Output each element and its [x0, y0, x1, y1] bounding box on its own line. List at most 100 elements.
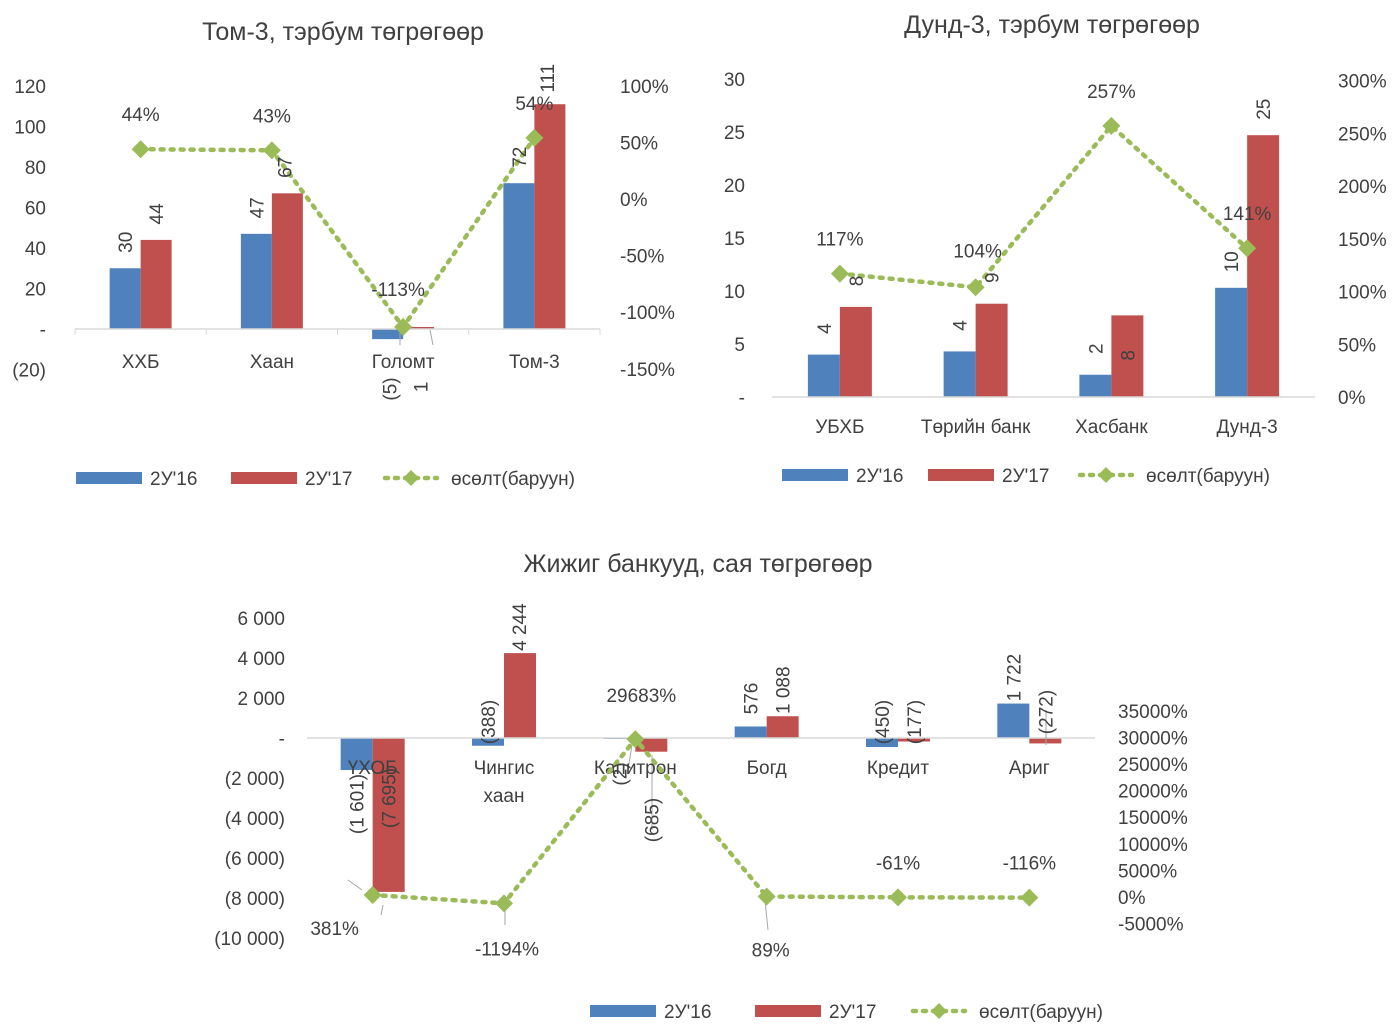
- legend-swatch-y17-dund3: [928, 469, 994, 481]
- legend-swatch-y17-small: [755, 1005, 821, 1017]
- growth-line-tom3: [138, 135, 537, 331]
- category-label-tom3-3: Том-3: [509, 352, 560, 373]
- bar-value-label-dund3-y17-2: 8: [1118, 350, 1139, 361]
- bar-small-y16-5: [997, 703, 1030, 738]
- bar-value-label-tom3-y17-3: 111: [538, 64, 559, 93]
- y-tick-label-tom3: 80: [25, 158, 46, 179]
- y-tick-label-dund3: 10: [724, 282, 745, 303]
- bar-value-label-tom3-y17-1: 67: [275, 157, 296, 178]
- y2-tick-label-dund3: 100%: [1338, 283, 1387, 304]
- growth-value-label-small-1: -1194%: [475, 939, 539, 960]
- bar-value-label-dund3-y16-0: 4: [815, 323, 836, 334]
- bar-value-label-small-y17-3: 1 088: [774, 666, 795, 714]
- growth-value-label-small-3: 89%: [752, 941, 790, 962]
- growth-value-label-small-4: -61%: [876, 853, 920, 874]
- growth-marker-small-1: [495, 894, 513, 913]
- category-label-tom3-1: Хаан: [250, 352, 294, 373]
- leader-line-small-3: [380, 904, 384, 916]
- bar-tom3-y17-0: [140, 239, 172, 329]
- legend-swatch-y17-tom3: [231, 472, 297, 484]
- legend-swatch-y16-dund3: [782, 469, 848, 481]
- legend-label-y17-small: 2У'17: [829, 1002, 876, 1023]
- category-label-dund3-2: Хасбанк: [1075, 417, 1148, 438]
- bar-dund3-y17-0: [839, 306, 872, 397]
- bar-value-label-small-y16-2: (2): [610, 762, 631, 785]
- category-label-tom3-2: Голомт: [372, 352, 435, 373]
- bar-value-label-dund3-y17-1: 9: [983, 272, 1004, 283]
- bar-value-label-small-y16-3: 576: [742, 683, 763, 715]
- bar-tom3-y17-1: [271, 193, 303, 329]
- y2-tick-label-small: 10000%: [1118, 835, 1188, 856]
- bar-small-y17-1: [504, 653, 536, 738]
- bar-value-label-small-y16-4: (450): [873, 700, 894, 744]
- y-tick-label-small: (10 000): [214, 929, 285, 950]
- legend-marker-growth-tom3: [403, 470, 419, 486]
- bar-small-y17-3: [766, 716, 799, 738]
- y2-tick-label-dund3: 0%: [1338, 388, 1366, 409]
- y-tick-label-dund3: 25: [724, 123, 745, 144]
- bar-small-y16-4: [866, 738, 898, 747]
- category-label-dund3-0: УБХБ: [815, 417, 864, 438]
- legend-marker-growth-dund3: [1098, 467, 1114, 483]
- bar-dund3-y16-0: [807, 354, 840, 397]
- bar-tom3-y16-1: [240, 233, 272, 329]
- bar-value-label-small-y17-4: (177): [905, 700, 926, 744]
- y2-tick-label-small: 15000%: [1118, 808, 1188, 829]
- growth-value-label-tom3-2: -113%: [371, 280, 425, 301]
- y2-tick-label-small: 25000%: [1118, 755, 1188, 776]
- y2-tick-label-tom3: -100%: [620, 303, 675, 324]
- legend-label-y17-tom3: 2У'17: [305, 469, 352, 490]
- y-tick-label-small: (2 000): [225, 769, 285, 790]
- y-tick-label-small: 6 000: [237, 609, 285, 630]
- growth-marker-tom3-3: [525, 128, 544, 147]
- legend-label-y16-dund3: 2У'16: [856, 466, 903, 487]
- bar-tom3-y16-2: [372, 329, 404, 340]
- y-tick-label-tom3: 60: [25, 199, 46, 220]
- legend-label-growth-dund3: өсөлт(баруун): [1146, 466, 1270, 487]
- bar-value-label-tom3-y17-0: 44: [147, 203, 168, 225]
- y-tick-label-tom3: -: [40, 320, 46, 341]
- chart-title-dund3: Дунд-3, тэрбум төгрөгөөр: [904, 11, 1200, 39]
- leader-line-tom3-1: [429, 329, 434, 346]
- category-label-small-0: ҮХОБ: [348, 758, 398, 779]
- bar-value-label-small-y17-0: (7 695): [380, 768, 401, 828]
- legend-label-y16-tom3: 2У'16: [150, 469, 197, 490]
- bar-value-label-small-y16-1: (388): [479, 700, 500, 744]
- y2-tick-label-tom3: 0%: [620, 190, 648, 211]
- growth-line-small: [370, 735, 1032, 906]
- growth-value-label-dund3-0: 117%: [816, 230, 863, 251]
- bar-value-label-tom3-y16-1: 47: [247, 197, 268, 218]
- bar-small-y16-3: [734, 726, 767, 738]
- y-tick-label-tom3: 100: [14, 118, 46, 139]
- y2-tick-label-small: -5000%: [1118, 915, 1184, 936]
- legend-label-y17-dund3: 2У'17: [1002, 466, 1049, 487]
- bar-small-y16-1: [472, 738, 504, 746]
- category-label-dund3-1: Төрийн банк: [921, 417, 1031, 438]
- growth-marker-dund3-3: [1238, 239, 1257, 258]
- category-label-small-1: хаан: [484, 786, 525, 807]
- y-tick-label-tom3: 120: [14, 77, 46, 98]
- y2-tick-label-dund3: 50%: [1338, 335, 1376, 356]
- bar-value-label-dund3-y17-3: 25: [1254, 99, 1275, 120]
- y2-tick-label-tom3: 100%: [620, 77, 669, 98]
- growth-marker-dund3-2: [1102, 116, 1121, 135]
- y-tick-label-small: (8 000): [225, 889, 285, 910]
- growth-value-label-tom3-0: 44%: [122, 105, 160, 126]
- legend-swatch-y16-tom3: [76, 472, 142, 484]
- y-tick-label-dund3: -: [739, 388, 745, 409]
- growth-value-label-dund3-1: 104%: [953, 241, 1002, 262]
- category-label-small-4: Кредит: [867, 758, 929, 779]
- bar-small-y17-5: [1029, 738, 1062, 744]
- growth-marker-dund3-0: [830, 264, 849, 283]
- y-tick-label-small: 2 000: [237, 689, 285, 710]
- bar-value-label-small-y16-0: (1 601): [348, 774, 369, 834]
- bar-value-label-dund3-y16-3: 10: [1222, 251, 1243, 272]
- bar-value-label-tom3-y16-2: (5): [381, 377, 402, 400]
- growth-value-label-tom3-1: 43%: [253, 106, 291, 127]
- category-label-small-1: Чингис: [474, 758, 535, 779]
- y2-tick-label-tom3: -150%: [620, 360, 675, 381]
- category-label-dund3-3: Дунд-3: [1216, 417, 1277, 438]
- y-tick-label-small: (6 000): [225, 849, 285, 870]
- y-tick-label-small: (4 000): [225, 809, 285, 830]
